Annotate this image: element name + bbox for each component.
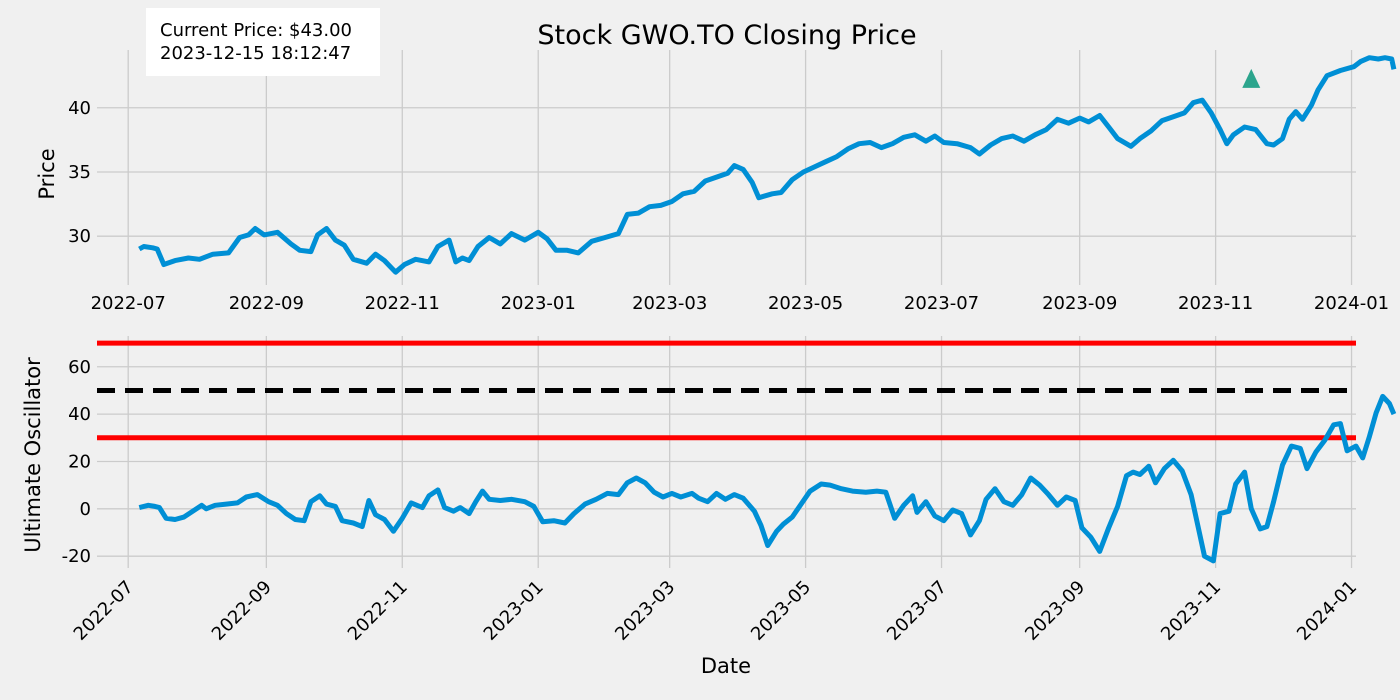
current-price-box: Current Price: $43.00 2023-12-15 18:12:4… (146, 8, 380, 76)
buy-signal-marker (1242, 68, 1261, 88)
price-y-tick-label: 30 (68, 226, 91, 247)
price-x-tick-label: 2022-07 (91, 293, 166, 314)
oscillator-y-tick-label: -20 (62, 546, 91, 567)
price-series-line (138, 55, 1397, 275)
oscillator-axis-label: Ultimate Oscillator (21, 357, 45, 553)
oscillator-y-tick-label: 40 (68, 404, 91, 425)
price-x-tick-label: 2022-11 (365, 293, 440, 314)
date-axis-label: Date (701, 654, 751, 678)
current-price-timestamp: 2023-12-15 18:12:47 (160, 43, 351, 64)
oscillator-y-tick-label: 20 (68, 451, 91, 472)
chart-title: Stock GWO.TO Closing Price (537, 20, 916, 51)
oscillator-series-line (138, 393, 1397, 564)
price-x-tick-label: 2023-03 (632, 293, 707, 314)
oscillator-y-tick-label: 60 (68, 357, 91, 378)
price-x-tick-label: 2022-09 (229, 293, 304, 314)
price-y-tick-label: 40 (68, 98, 91, 119)
price-x-tick-label: 2023-05 (768, 293, 843, 314)
price-x-tick-label: 2023-01 (501, 293, 576, 314)
current-price-text: Current Price: $43.00 (160, 20, 352, 41)
oscillator-y-tick-label: 0 (80, 499, 91, 520)
price-axis-label: Price (35, 148, 59, 199)
price-x-tick-label: 2023-07 (904, 293, 979, 314)
price-x-tick-label: 2024-01 (1314, 293, 1389, 314)
price-y-tick-label: 35 (68, 162, 91, 183)
price-x-tick-label: 2023-11 (1178, 293, 1253, 314)
price-x-tick-label: 2023-09 (1042, 293, 1117, 314)
price-panel: 2022-07 2022-09 2022-11 2023-01 2023-03 2023-… (68, 50, 1397, 314)
current-price-box-bg (146, 8, 380, 76)
